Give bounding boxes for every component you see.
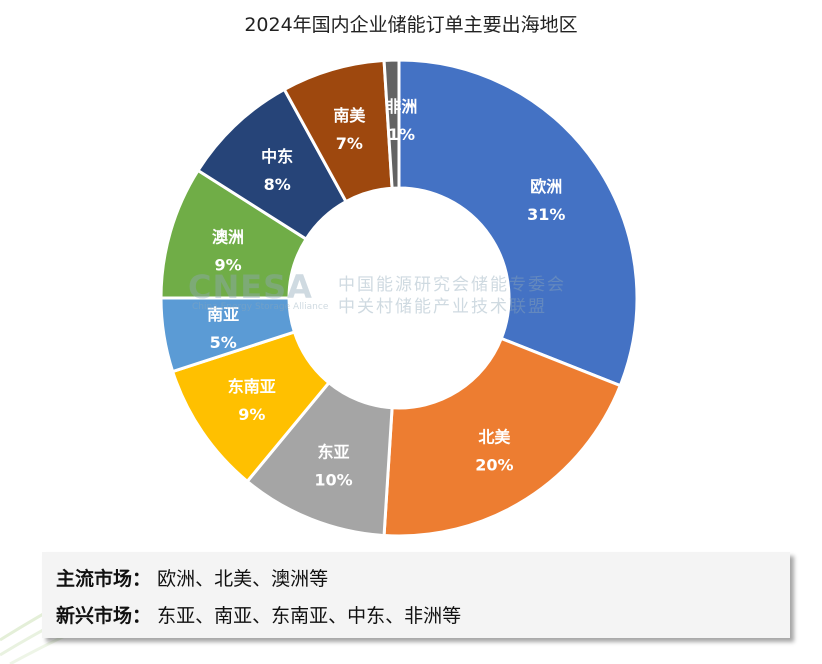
slice-label-欧洲: 欧洲 xyxy=(530,177,562,196)
market-summary-box: 主流市场： 欧洲、北美、澳洲等 新兴市场： 东亚、南亚、东南亚、中东、非洲等 xyxy=(42,552,790,638)
watermark: CNESA China Energy Storage Alliance 中国能源… xyxy=(188,268,608,318)
slice-label-北美: 北美 xyxy=(478,427,511,446)
slice-label-东亚: 东亚 xyxy=(317,443,349,462)
watermark-subtitle: China Energy Storage Alliance xyxy=(192,302,329,312)
slice-label-非洲: 非洲 xyxy=(385,97,417,116)
slice-value-北美: 20% xyxy=(475,455,513,474)
watermark-logo: CNESA xyxy=(188,268,313,306)
slice-value-非洲: 1% xyxy=(388,125,415,144)
emerging-value: 东亚、南亚、东南亚、中东、非洲等 xyxy=(157,605,462,627)
slice-北美 xyxy=(382,336,623,538)
watermark-line-2: 中关村储能产业技术联盟 xyxy=(338,297,547,317)
emerging-label: 新兴市场： xyxy=(56,605,152,627)
emerging-row: 新兴市场： 东亚、南亚、东南亚、中东、非洲等 xyxy=(56,601,461,628)
slice-label-中东: 中东 xyxy=(261,147,293,166)
slice-value-东亚: 10% xyxy=(314,471,352,490)
mainstream-value: 欧洲、北美、澳洲等 xyxy=(157,568,329,590)
slice-value-南美: 7% xyxy=(336,134,363,153)
slice-label-澳洲: 澳洲 xyxy=(212,227,244,246)
slice-欧洲 xyxy=(397,58,639,388)
slice-value-中东: 8% xyxy=(264,175,291,194)
slice-value-南亚: 5% xyxy=(210,333,237,352)
slice-value-东南亚: 9% xyxy=(238,405,265,424)
slice-非洲 xyxy=(382,58,401,190)
slice-value-澳洲: 9% xyxy=(214,255,241,274)
mainstream-row: 主流市场： 欧洲、北美、澳洲等 xyxy=(56,564,328,591)
slice-label-南亚: 南亚 xyxy=(207,305,239,324)
watermark-line-1: 中国能源研究会储能专委会 xyxy=(338,275,566,295)
slice-label-东南亚: 东南亚 xyxy=(228,377,276,396)
mainstream-label: 主流市场： xyxy=(56,568,152,590)
slice-value-欧洲: 31% xyxy=(527,205,565,224)
slice-label-南美: 南美 xyxy=(333,106,366,125)
chart-title: 2024年国内企业储能订单主要出海地区 xyxy=(244,14,578,36)
